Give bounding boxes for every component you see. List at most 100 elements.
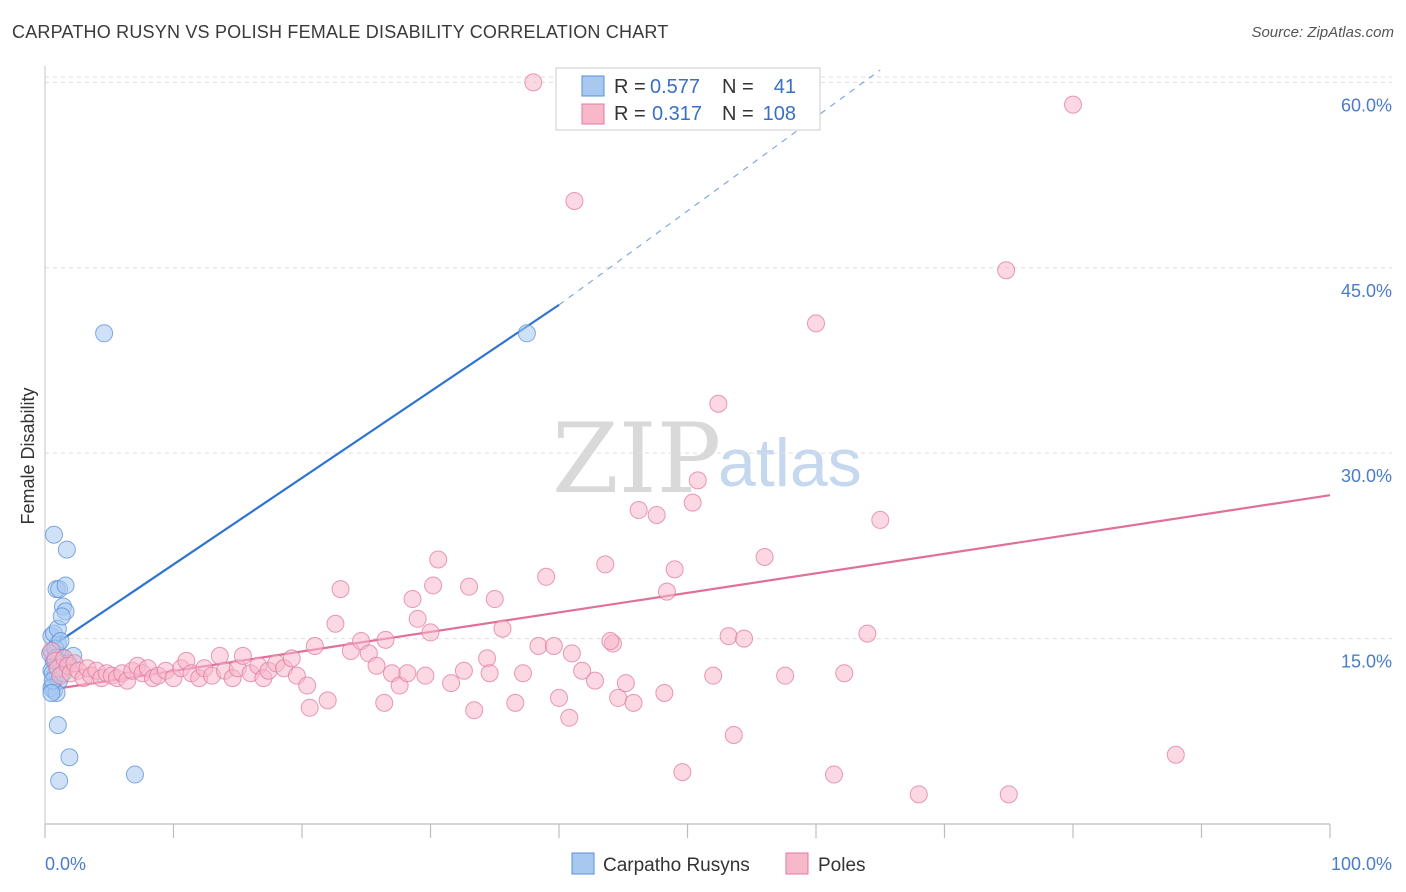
point-poles <box>421 623 440 642</box>
point-poles <box>514 664 533 683</box>
point-poles <box>824 765 843 784</box>
legend-n-value-1: 41 <box>774 76 796 98</box>
point-carpatho-rusyn <box>57 540 76 559</box>
point-poles <box>493 619 512 638</box>
point-poles <box>724 726 743 745</box>
point-poles <box>408 609 427 628</box>
point-poles <box>657 582 676 601</box>
point-poles <box>300 698 319 717</box>
stats-legend: R = 0.577 N = 41 R = 0.317 N = 108 <box>555 67 821 131</box>
point-poles <box>442 674 461 693</box>
x-tick-labels: 0.0% 100.0% <box>45 854 1392 874</box>
point-poles <box>807 314 825 333</box>
point-poles <box>562 644 581 663</box>
point-poles <box>997 261 1016 280</box>
point-poles <box>735 629 754 648</box>
point-poles <box>305 637 324 656</box>
legend-r-label-2: R = <box>614 103 646 125</box>
gridlines <box>45 76 1392 640</box>
point-poles <box>403 590 422 609</box>
point-poles <box>416 666 435 685</box>
point-poles <box>331 580 350 599</box>
y-axis-label: Female Disability <box>18 387 38 524</box>
trend-lines <box>44 69 1331 692</box>
trend-line-carpatho-rusyn <box>44 303 560 652</box>
y-tick-labels: 15.0% 30.0% 45.0% 60.0% <box>1341 95 1392 671</box>
point-poles <box>529 637 548 656</box>
point-poles <box>835 664 854 683</box>
point-carpatho-rusyn <box>56 576 75 595</box>
point-carpatho-rusyn <box>60 748 79 767</box>
point-poles <box>596 555 615 574</box>
y-tick-label: 45.0% <box>1341 281 1392 301</box>
watermark-atlas: atlas <box>718 425 862 501</box>
point-poles <box>1064 95 1082 114</box>
point-poles <box>367 656 386 675</box>
point-poles <box>376 630 395 649</box>
source-label: Source: ZipAtlas.com <box>1251 24 1394 41</box>
point-poles <box>550 688 568 707</box>
point-poles <box>776 666 795 685</box>
point-poles <box>624 693 643 712</box>
point-poles <box>629 501 648 520</box>
point-poles <box>755 548 774 567</box>
point-poles <box>585 671 604 690</box>
legend-n-value-2: 108 <box>763 103 796 125</box>
chart-title: CARPATHO RUSYN VS POLISH FEMALE DISABILI… <box>12 22 669 42</box>
point-poles <box>655 683 674 702</box>
point-carpatho-rusyn <box>48 716 67 735</box>
x-tick-label-end: 100.0% <box>1331 854 1392 874</box>
legend-n-label-1: N = <box>722 76 754 98</box>
data-points <box>41 73 1185 804</box>
legend-n-label-2: N = <box>722 103 754 125</box>
y-tick-label: 60.0% <box>1341 95 1392 115</box>
bottom-legend-swatch-rusyn <box>571 852 595 875</box>
point-poles <box>688 471 707 490</box>
point-poles <box>719 627 738 646</box>
point-carpatho-rusyn <box>517 324 536 343</box>
y-tick-label: 30.0% <box>1341 466 1392 486</box>
point-poles <box>1166 745 1185 764</box>
point-carpatho-rusyn <box>52 607 71 626</box>
point-carpatho-rusyn <box>125 765 144 784</box>
x-tick-label-start: 0.0% <box>45 854 86 874</box>
point-poles <box>465 701 484 720</box>
point-carpatho-rusyn <box>95 324 114 343</box>
point-poles <box>909 785 928 804</box>
point-poles <box>480 664 499 683</box>
point-poles <box>326 614 345 633</box>
point-poles <box>683 493 702 512</box>
series-legend: Carpatho Rusyns Poles <box>571 852 866 876</box>
bottom-legend-label-poles: Poles <box>818 855 866 876</box>
point-poles <box>478 649 497 668</box>
point-poles <box>460 577 479 596</box>
point-poles <box>601 632 620 651</box>
point-poles <box>609 688 628 707</box>
legend-r-value-1: 0.577 <box>650 76 700 98</box>
point-poles <box>544 637 563 656</box>
point-poles <box>704 666 723 685</box>
point-carpatho-rusyn <box>44 525 63 544</box>
legend-swatch-poles <box>581 103 605 125</box>
point-poles <box>506 693 525 712</box>
point-poles <box>565 192 584 211</box>
point-poles <box>524 73 543 92</box>
point-poles <box>647 505 666 524</box>
point-poles <box>709 394 728 413</box>
point-poles <box>233 646 252 665</box>
point-poles <box>375 693 394 712</box>
point-poles <box>665 560 684 579</box>
point-carpatho-rusyn <box>42 683 61 702</box>
y-tick-label: 15.0% <box>1341 652 1392 672</box>
point-poles <box>318 691 337 710</box>
point-poles <box>537 567 556 586</box>
legend-r-label-1: R = <box>614 76 646 98</box>
point-poles <box>673 763 692 782</box>
point-poles <box>858 624 877 643</box>
point-poles <box>429 550 448 569</box>
point-poles <box>298 676 317 695</box>
bottom-legend-label-rusyn: Carpatho Rusyns <box>603 855 750 876</box>
point-poles <box>560 708 579 727</box>
legend-swatch-rusyn <box>581 75 605 97</box>
